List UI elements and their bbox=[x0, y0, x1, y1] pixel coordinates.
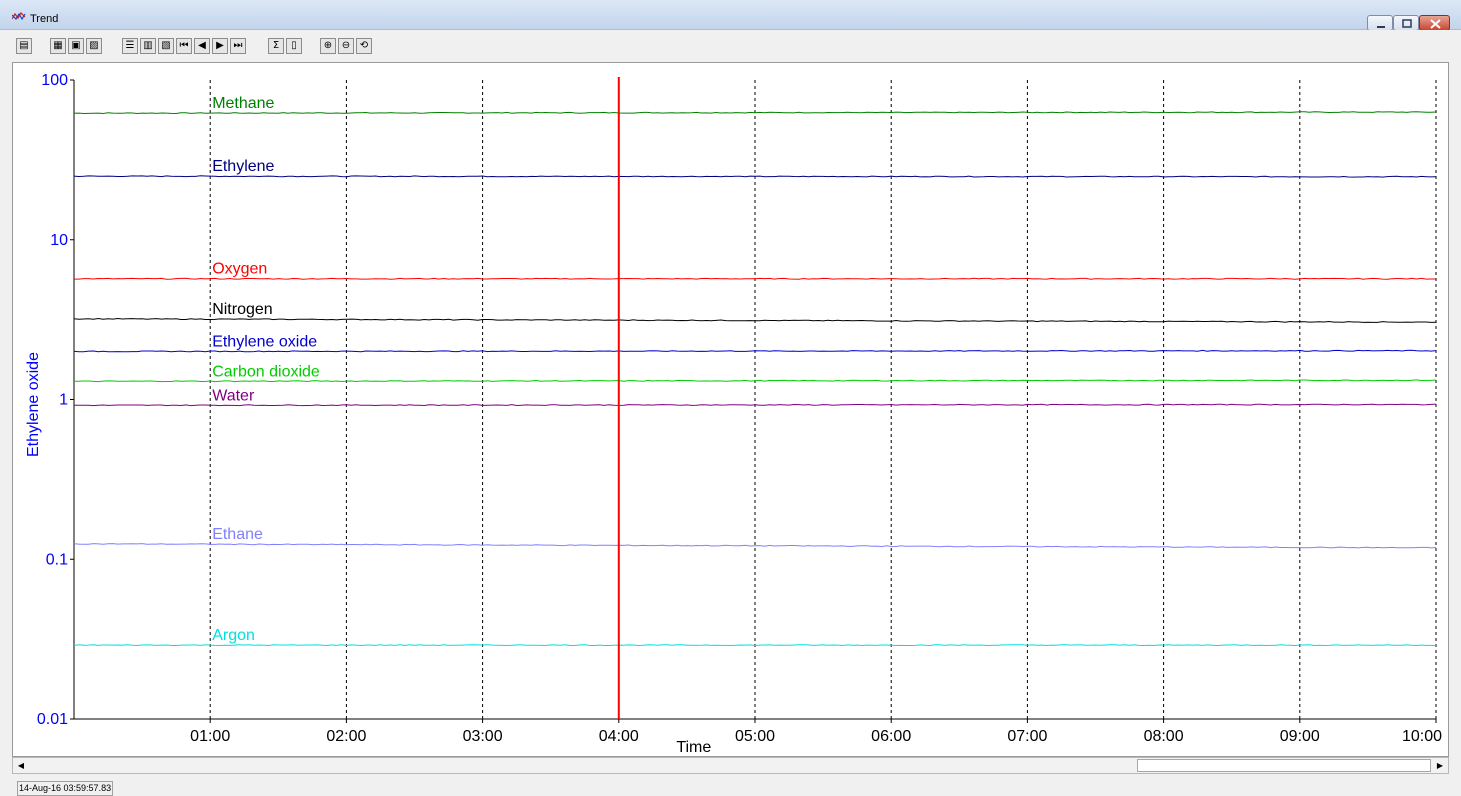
series-line bbox=[73, 111, 1437, 115]
title-bar: Trend bbox=[0, 0, 1461, 30]
columns-view-icon[interactable]: ▥ bbox=[140, 38, 156, 54]
x-tick-label: 06:00 bbox=[871, 728, 911, 745]
chart-area[interactable]: 0.01 0.1 1 10 100 01:00 02:00 03:00 04:00 05:00 06… bbox=[12, 62, 1449, 757]
series-line bbox=[73, 644, 1437, 647]
series-label: Methane bbox=[212, 95, 274, 112]
print-icon[interactable]: ▣ bbox=[68, 38, 84, 54]
trend-chart-icon bbox=[12, 12, 26, 21]
last-icon[interactable]: ⏭ bbox=[230, 38, 246, 54]
x-tick-label: 03:00 bbox=[463, 728, 503, 745]
x-tick-label: 08:00 bbox=[1144, 728, 1184, 745]
series-label: Ethane bbox=[212, 526, 263, 543]
x-tick-label: 05:00 bbox=[735, 728, 775, 745]
series-line bbox=[73, 349, 1437, 353]
export-icon[interactable]: ▨ bbox=[86, 38, 102, 54]
x-tick-label: 09:00 bbox=[1280, 728, 1320, 745]
y-tick-label: 100 bbox=[41, 72, 68, 89]
y-tick-label: 10 bbox=[50, 232, 68, 249]
series-line bbox=[73, 543, 1437, 549]
next-icon[interactable]: ▶ bbox=[212, 38, 228, 54]
close-icon bbox=[1430, 19, 1441, 29]
series-line bbox=[73, 317, 1437, 323]
minimize-icon bbox=[1377, 26, 1385, 28]
x-tick-label: 10:00 bbox=[1402, 728, 1442, 745]
sum-icon[interactable]: Σ bbox=[268, 38, 284, 54]
series-label: Ethylene bbox=[212, 158, 274, 175]
scroll-thumb[interactable] bbox=[1137, 759, 1431, 772]
zoom-reset-icon[interactable]: ⟲ bbox=[356, 38, 372, 54]
series-line bbox=[73, 175, 1437, 178]
close-button[interactable] bbox=[1419, 15, 1450, 31]
previous-icon[interactable]: ◀ bbox=[194, 38, 210, 54]
y-tick-label: 0.1 bbox=[46, 551, 68, 568]
y-tick-label: 0.01 bbox=[37, 711, 68, 728]
windows-icon[interactable]: ▧ bbox=[158, 38, 174, 54]
x-tick-label: 02:00 bbox=[326, 728, 366, 745]
series-line bbox=[73, 403, 1437, 407]
series-label: Carbon dioxide bbox=[212, 363, 320, 380]
status-timestamp: 14-Aug-16 03:59:57.83 bbox=[17, 781, 114, 796]
x-tick-label: 04:00 bbox=[599, 728, 639, 745]
scroll-left-icon[interactable]: ◀ bbox=[17, 761, 25, 770]
scroll-right-icon[interactable]: ▶ bbox=[1436, 761, 1444, 770]
y-axis-label: Ethylene oxide bbox=[25, 352, 42, 457]
series-label: Argon bbox=[212, 627, 255, 644]
zoom-out-icon[interactable]: ⊖ bbox=[338, 38, 354, 54]
x-axis-label: Time bbox=[676, 739, 711, 756]
status-bar bbox=[0, 777, 1461, 795]
horizontal-scrollbar[interactable]: ◀ ▶ bbox=[12, 757, 1449, 774]
x-tick-label: 01:00 bbox=[190, 728, 230, 745]
scale-icon[interactable]: ▯ bbox=[286, 38, 302, 54]
series-line bbox=[74, 277, 1436, 280]
minimize-button[interactable] bbox=[1367, 15, 1393, 31]
trend-chart: 0.01 0.1 1 10 100 01:00 02:00 03:00 04:00 05:00 06… bbox=[25, 72, 1442, 756]
maximize-button[interactable] bbox=[1393, 15, 1419, 31]
maximize-icon bbox=[1402, 19, 1412, 28]
zoom-in-icon[interactable]: ⊕ bbox=[320, 38, 336, 54]
open-icon[interactable]: ▤ bbox=[16, 38, 32, 54]
y-tick-label: 1 bbox=[59, 392, 68, 409]
series-label: Ethylene oxide bbox=[212, 333, 317, 350]
copy-icon[interactable]: ▦ bbox=[50, 38, 66, 54]
series-label: Oxygen bbox=[212, 261, 267, 278]
series-label: Nitrogen bbox=[212, 301, 272, 318]
list-view-icon[interactable]: ☰ bbox=[122, 38, 138, 54]
series-line bbox=[74, 379, 1437, 383]
x-tick-label: 07:00 bbox=[1007, 728, 1047, 745]
series-label: Water bbox=[212, 387, 255, 404]
first-icon[interactable]: ⏮ bbox=[176, 38, 192, 54]
window-title: Trend bbox=[30, 13, 59, 25]
